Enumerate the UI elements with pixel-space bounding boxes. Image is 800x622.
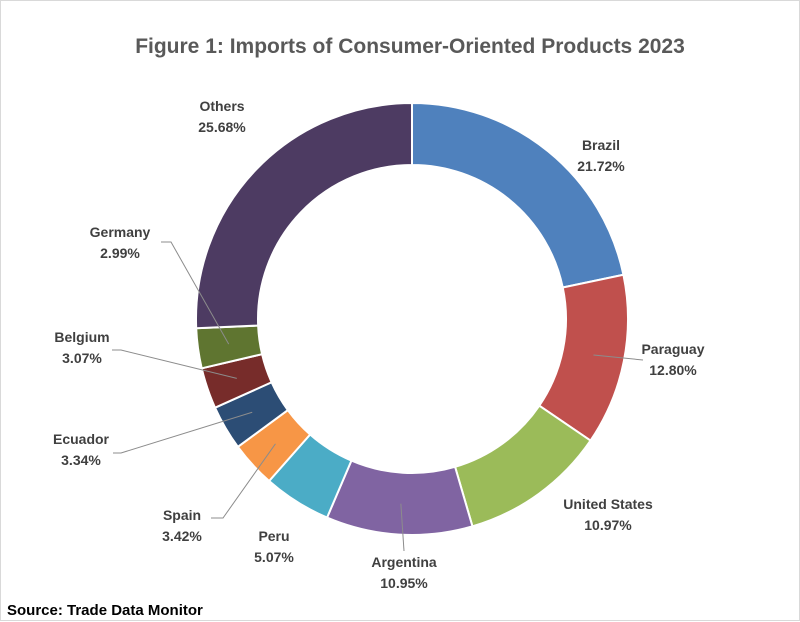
label-argentina-value: 10.95% xyxy=(380,575,428,591)
leader-line-ecuador xyxy=(113,411,253,454)
label-united-states-value: 10.97% xyxy=(584,517,632,533)
label-ecuador-value: 3.34% xyxy=(61,452,101,468)
label-others-value: 25.68% xyxy=(198,119,246,135)
label-others-category: Others xyxy=(199,98,244,114)
label-germany-value: 2.99% xyxy=(100,245,140,261)
label-peru-category: Peru xyxy=(258,528,289,544)
label-spain-value: 3.42% xyxy=(162,528,202,544)
leader-lines xyxy=(112,241,644,552)
label-belgium-category: Belgium xyxy=(54,329,109,345)
label-brazil-category: Brazil xyxy=(582,137,620,153)
slice-brazil xyxy=(411,101,625,289)
label-ecuador-category: Ecuador xyxy=(53,431,110,447)
label-paraguay-value: 12.80% xyxy=(649,362,697,378)
source-note: Source: Trade Data Monitor xyxy=(7,602,203,619)
label-germany-category: Germany xyxy=(90,224,151,240)
label-belgium-value: 3.07% xyxy=(62,350,102,366)
label-brazil-value: 21.72% xyxy=(577,158,625,174)
label-spain-category: Spain xyxy=(163,507,201,523)
label-peru-value: 5.07% xyxy=(254,549,294,565)
label-united-states-category: United States xyxy=(563,496,653,512)
chart-title: Figure 1: Imports of Consumer-Oriented P… xyxy=(135,35,685,58)
leader-line-germany xyxy=(161,241,230,345)
label-argentina-category: Argentina xyxy=(371,554,437,570)
leader-line-spain xyxy=(211,443,276,519)
leader-line-argentina xyxy=(400,503,405,552)
slice-others xyxy=(195,101,413,330)
leader-line-paraguay xyxy=(593,354,644,361)
slices xyxy=(195,101,629,536)
data-labels: Brazil 21.72% Paraguay 12.80% United States 1… xyxy=(53,98,705,591)
label-paraguay-category: Paraguay xyxy=(641,341,704,357)
slice-argentina xyxy=(325,459,474,536)
leader-line-belgium xyxy=(112,349,237,379)
